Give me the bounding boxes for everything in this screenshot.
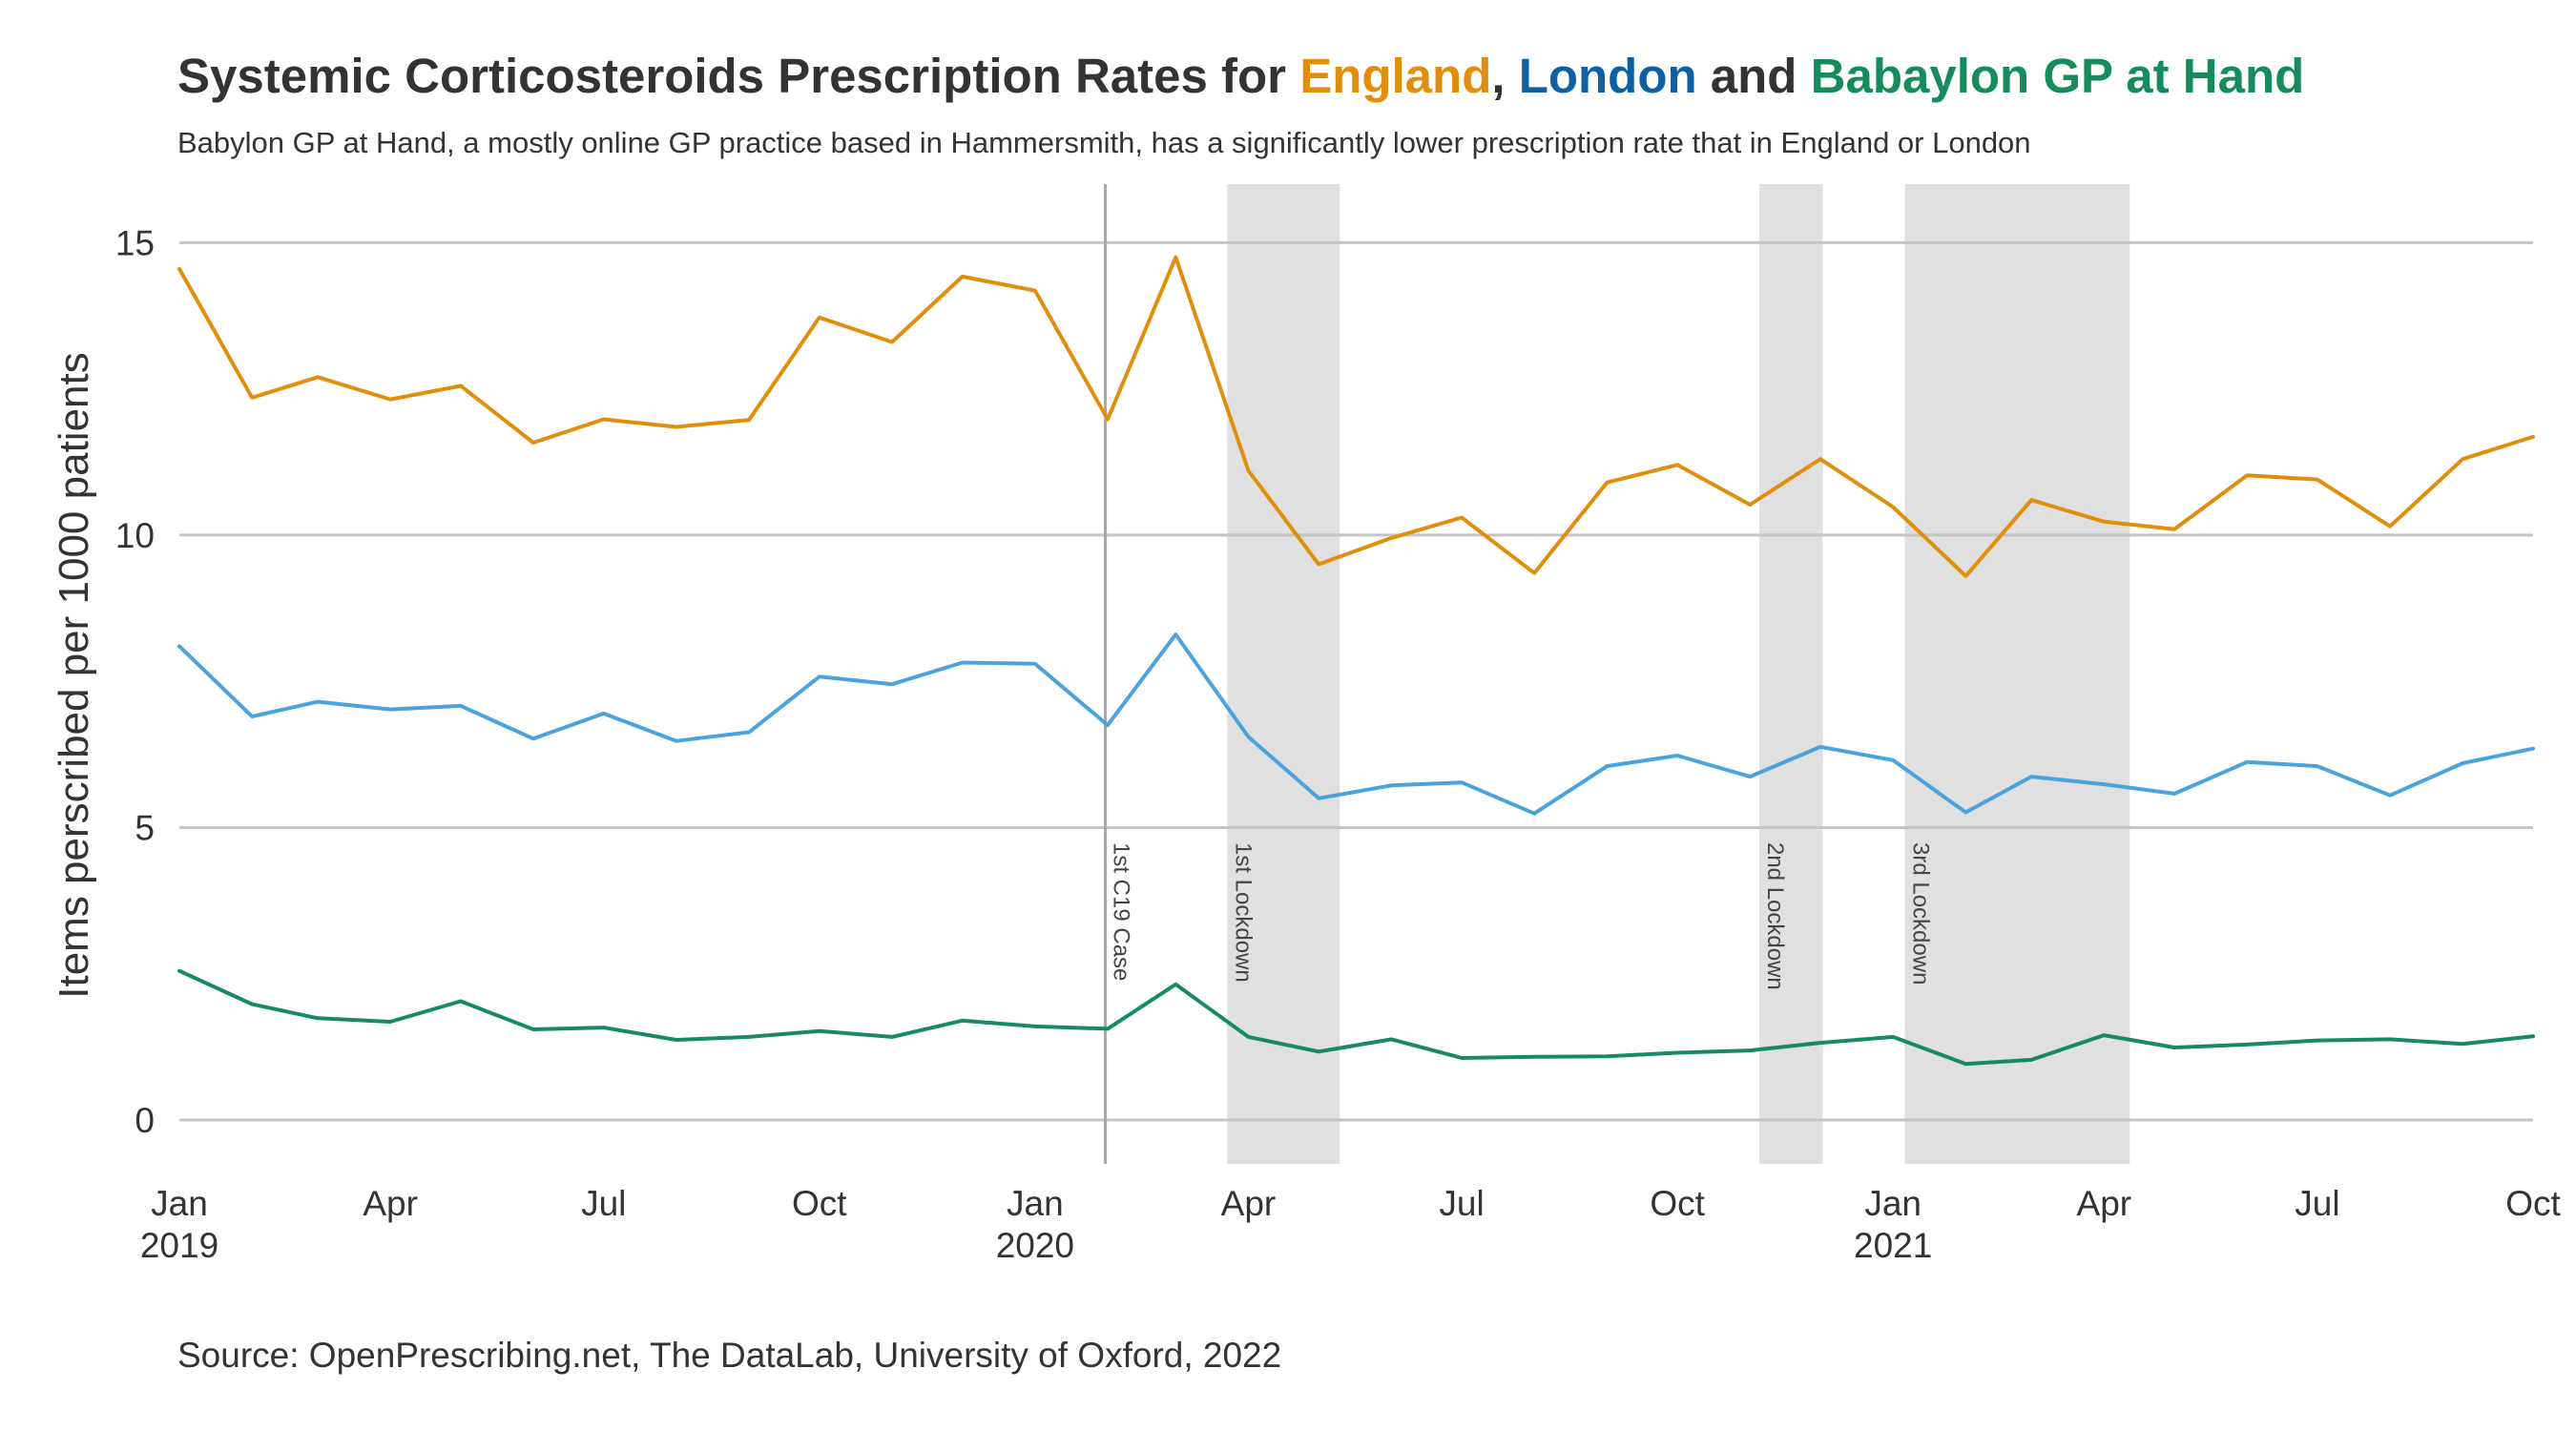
band-3rd-lockdown xyxy=(1904,184,2130,1164)
x-tick-year-label: 2019 xyxy=(140,1226,218,1265)
x-tick-label: Jan xyxy=(151,1184,208,1223)
chart-subtitle: Babylon GP at Hand, a mostly online GP p… xyxy=(177,126,2031,159)
title-prefix: Systemic Corticosteroids Prescription Ra… xyxy=(177,49,1300,103)
x-tick-label: Oct xyxy=(1650,1184,1705,1223)
event-labels: 1st C19 Case 1st Lockdown 2nd Lockdown 3rd … xyxy=(1109,842,1934,990)
event-label-3rd-lockdown: 3rd Lockdown xyxy=(1907,842,1933,985)
band-1st-lockdown xyxy=(1227,184,1340,1164)
x-tick-label: Jul xyxy=(2295,1184,2339,1223)
title-london: London xyxy=(1518,49,1697,103)
x-tick-label: Jan xyxy=(1007,1184,1064,1223)
y-gridlines xyxy=(179,240,2533,1122)
chart-title: Systemic Corticosteroids Prescription Ra… xyxy=(177,48,2304,104)
event-label-2nd-lockdown: 2nd Lockdown xyxy=(1762,842,1788,990)
series-line-babaylon-gp-at-hand xyxy=(177,968,2535,1067)
title-and: and xyxy=(1696,49,1811,103)
x-tick-year-label: 2020 xyxy=(996,1226,1074,1265)
chart-source: Source: OpenPrescribing.net, The DataLab… xyxy=(177,1336,1282,1375)
x-tick-label: Apr xyxy=(363,1184,418,1223)
series-line-london xyxy=(177,633,2535,816)
y-tick-label: 15 xyxy=(115,223,155,262)
x-tick-label: Oct xyxy=(2505,1184,2561,1223)
x-tick-label: Jul xyxy=(581,1184,626,1223)
band-2nd-lockdown xyxy=(1759,184,1823,1164)
title-comma: , xyxy=(1491,49,1519,103)
lockdown-bands xyxy=(1227,184,2130,1164)
x-tick-label: Apr xyxy=(1221,1184,1277,1223)
x-tick-label: Oct xyxy=(792,1184,847,1223)
event-label-1st-c19-case: 1st C19 Case xyxy=(1109,842,1134,981)
y-tick-label: 5 xyxy=(135,808,155,847)
x-tick-year-label: 2021 xyxy=(1854,1226,1932,1265)
series-lines xyxy=(177,255,2535,1067)
x-tick-label: Jul xyxy=(1439,1184,1484,1223)
y-axis-title: Items perscribed per 1000 patients xyxy=(51,352,97,999)
y-tick-labels: 0 5 10 15 xyxy=(115,223,155,1140)
x-tick-label: Jan xyxy=(1864,1184,1922,1223)
event-label-1st-lockdown: 1st Lockdown xyxy=(1230,842,1256,983)
y-tick-label: 10 xyxy=(115,516,155,555)
title-babylon: Babaylon GP at Hand xyxy=(1810,49,2305,103)
x-tick-label: Apr xyxy=(2077,1184,2132,1223)
series-line-england xyxy=(177,255,2535,578)
title-england: England xyxy=(1299,49,1492,103)
y-tick-label: 0 xyxy=(135,1101,155,1140)
